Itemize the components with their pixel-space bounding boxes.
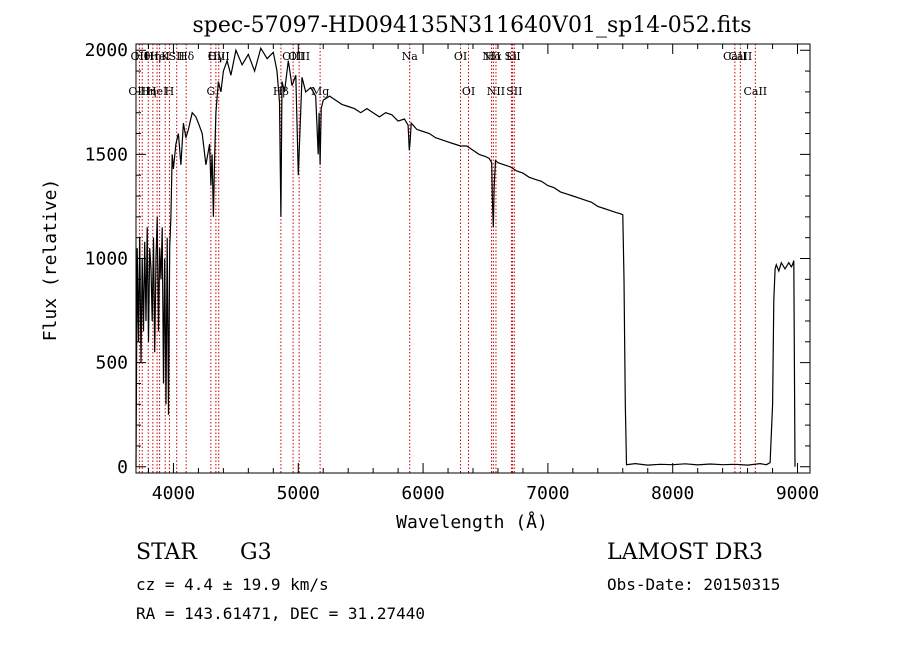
spectral-line-label-lower: SII [506, 85, 522, 98]
x-tick-label: 9000 [776, 483, 819, 504]
y-tick-label: 1500 [85, 144, 128, 165]
axis-ticks: 4000 5000 6000 7000 8000 9000 0 500 1000 1500 2000 [85, 40, 820, 504]
spectrum-trace [135, 46, 796, 467]
spectral-line-label-upper: OIII [208, 50, 230, 63]
spectral-line-label-lower: G [206, 85, 215, 98]
spectral-line-label-upper: OII [131, 50, 149, 63]
spectral-line-label-upper: CaII [729, 50, 753, 63]
spectral-line-label-upper: Na [402, 50, 419, 63]
x-tick-label: 8000 [651, 483, 694, 504]
spectral-line-label-upper: Hγ [208, 50, 225, 63]
spectral-line-label-upper: K [161, 50, 170, 63]
x-tick-label: 5000 [277, 483, 320, 504]
spectral-line-markers: OIIOIIIHθHηHηHeIHeIKHSIIHδGHγOIIIHβOIIIO… [128, 44, 767, 473]
spectral-line-label-lower: HeI [147, 85, 167, 98]
x-tick-label: 6000 [401, 483, 444, 504]
y-tick-label: 2000 [85, 40, 128, 61]
sky-coordinates: RA = 143.61471, DEC = 31.27440 [136, 604, 425, 623]
spectral-line-label-upper: SII [169, 50, 185, 63]
spectral-line-label-lower: Hη [140, 85, 156, 98]
spectral-line-label-lower: Mg [311, 85, 329, 98]
spectral-line-label-lower: Hβ [273, 85, 289, 98]
spectral-line-label-upper: HeI [149, 50, 169, 63]
spectral-line-label-upper: SII [504, 50, 520, 63]
x-axis-label: Wavelength (Å) [396, 511, 548, 533]
spectral-line-label-upper: Li [506, 50, 517, 63]
object-class: STAR [136, 540, 197, 565]
survey-name: LAMOST DR3 [607, 540, 763, 565]
spectral-line-label-upper: OI [454, 50, 467, 63]
chart-title: spec-57097-HD094135N311640V01_sp14-052.f… [192, 13, 751, 38]
spectral-line-label-lower: NII [487, 85, 505, 98]
x-tick-label: 4000 [152, 483, 195, 504]
y-tick-label: 0 [117, 457, 128, 478]
y-tick-label: 500 [95, 353, 128, 374]
observation-date: Obs-Date: 20150315 [607, 575, 781, 594]
spectral-line-label-upper: CaII [723, 50, 747, 63]
redshift-velocity: cz = 4.4 ± 19.9 km/s [136, 575, 329, 594]
spectral-line-label-lower: H [165, 85, 175, 98]
plot-frame [135, 43, 811, 474]
y-axis-label: Flux (relative) [40, 179, 61, 342]
object-subclass: G3 [240, 540, 272, 565]
spectral-line-label-upper: Hα [485, 50, 503, 63]
spectral-line-label-lower: CaII [743, 85, 767, 98]
spectral-line-label-upper: OIII [288, 50, 310, 63]
spectral-line-label-lower: OI [462, 85, 475, 98]
y-tick-label: 1000 [85, 249, 128, 270]
x-tick-label: 7000 [526, 483, 569, 504]
spectral-line-label-upper: Hη [145, 50, 161, 63]
spectral-line-label-upper: Hθ [134, 50, 151, 63]
spectral-line-label-upper: Hδ [178, 50, 195, 63]
spectral-line-label-upper: NII [482, 50, 500, 63]
